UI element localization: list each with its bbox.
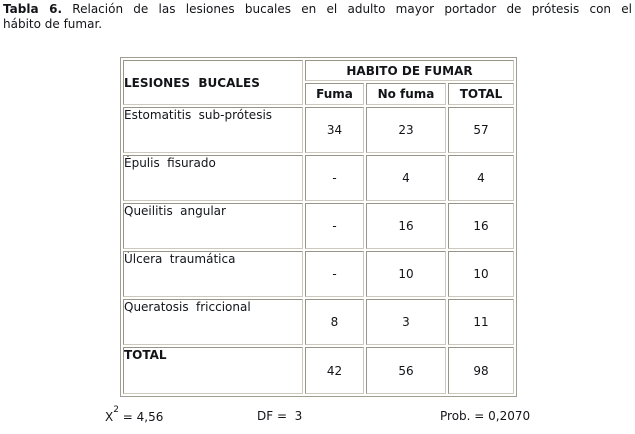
total-value-cell: 4	[448, 155, 514, 201]
fuma-total-cell: 42	[305, 347, 364, 394]
lesion-name-cell: Queratosis friccional	[123, 299, 303, 345]
chi-square-symbol: X	[105, 410, 114, 424]
degrees-of-freedom-stat: DF = 3	[257, 409, 303, 423]
header-no-fuma: No fuma	[366, 83, 446, 105]
table-caption: Tabla 6. Relación de las lesiones bucale…	[3, 2, 632, 32]
caption-text: Relación de las lesiones bucales en el a…	[62, 2, 633, 16]
caption-label: Tabla 6.	[3, 2, 63, 16]
total-value-cell: 11	[448, 299, 514, 345]
no-fuma-value-cell: 4	[366, 155, 446, 201]
fuma-value-cell: 8	[305, 299, 364, 345]
total-value-cell: 10	[448, 251, 514, 297]
lesions-smoking-table: LESIONES BUCALES HABITO DE FUMAR Fuma No…	[120, 57, 517, 397]
header-total: TOTAL	[448, 83, 514, 105]
chi-square-value: = 4,56	[118, 410, 164, 424]
chi-square-exponent: 2	[113, 405, 119, 415]
lesion-name-cell: Queilitis angular	[123, 203, 303, 249]
header-row-group: LESIONES BUCALES HABITO DE FUMAR	[123, 60, 514, 105]
table-row: Úlcera traumática - 10 10	[123, 251, 514, 297]
table-row: Queratosis friccional 8 3 11	[123, 299, 514, 345]
lesion-name-cell: Épulis fisurado	[123, 155, 303, 201]
lesion-name-cell: Estomatitis sub-prótesis	[123, 107, 303, 153]
fuma-value-cell: 34	[305, 107, 364, 153]
no-fuma-value-cell: 10	[366, 251, 446, 297]
probability-stat: Prob. = 0,2070	[440, 409, 531, 423]
statistics-line: X2 = 4,56 DF = 3 Prob. = 0,2070	[0, 405, 635, 427]
table-row: Estomatitis sub-prótesis 34 23 57	[123, 107, 514, 153]
header-row-columns: Fuma No fuma TOTAL	[123, 83, 514, 105]
header-habito-de-fumar: HABITO DE FUMAR	[305, 60, 514, 81]
fuma-value-cell: -	[305, 251, 364, 297]
total-label-cell: TOTAL	[123, 347, 303, 394]
caption-line-2: hábito de fumar.	[3, 17, 103, 31]
lesion-name-cell: Úlcera traumática	[123, 251, 303, 297]
header-lesiones-bucales: LESIONES BUCALES	[123, 60, 303, 105]
header-fuma: Fuma	[305, 83, 364, 105]
fuma-value-cell: -	[305, 155, 364, 201]
grand-total-cell: 98	[448, 347, 514, 394]
chi-square-stat: X2 = 4,56	[105, 405, 164, 424]
no-fuma-value-cell: 16	[366, 203, 446, 249]
table-total-row: TOTAL 42 56 98	[123, 347, 514, 394]
caption-line-1: Tabla 6. Relación de las lesiones bucale…	[3, 2, 632, 17]
table-row: Queilitis angular - 16 16	[123, 203, 514, 249]
no-fuma-total-cell: 56	[366, 347, 446, 394]
no-fuma-value-cell: 3	[366, 299, 446, 345]
total-value-cell: 57	[448, 107, 514, 153]
fuma-value-cell: -	[305, 203, 364, 249]
total-value-cell: 16	[448, 203, 514, 249]
no-fuma-value-cell: 23	[366, 107, 446, 153]
table-row: Épulis fisurado - 4 4	[123, 155, 514, 201]
